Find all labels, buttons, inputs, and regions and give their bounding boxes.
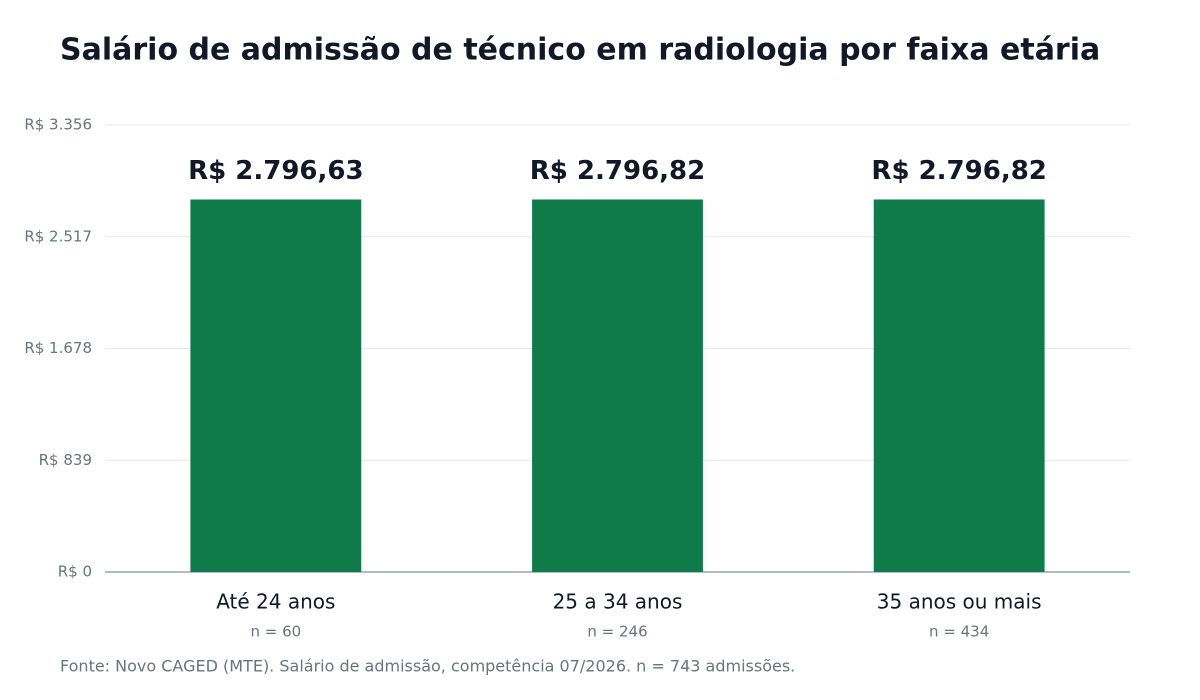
x-tick-label: 35 anos ou mais (877, 590, 1042, 614)
source-note: Fonte: Novo CAGED (MTE). Salário de admi… (60, 657, 795, 676)
y-tick-label: R$ 839 (39, 451, 92, 469)
category-note: n = 246 (587, 623, 647, 641)
value-label: R$ 2.796,63 (188, 156, 363, 186)
x-tick-label: 25 a 34 anos (553, 590, 683, 614)
y-tick-label: R$ 0 (58, 563, 92, 581)
value-label: R$ 2.796,82 (871, 156, 1046, 186)
bar (532, 199, 703, 572)
bar (190, 199, 362, 572)
bar (873, 199, 1045, 572)
value-label: R$ 2.796,82 (530, 156, 705, 186)
category-note: n = 60 (250, 623, 301, 641)
y-tick-label: R$ 1.678 (24, 339, 92, 357)
y-tick-label: R$ 2.517 (24, 227, 92, 245)
x-tick-label: Até 24 anos (216, 590, 335, 614)
category-note: n = 434 (929, 623, 989, 641)
chart-title: Salário de admissão de técnico em radiol… (60, 33, 1100, 68)
y-tick-label: R$ 3.356 (24, 116, 92, 134)
